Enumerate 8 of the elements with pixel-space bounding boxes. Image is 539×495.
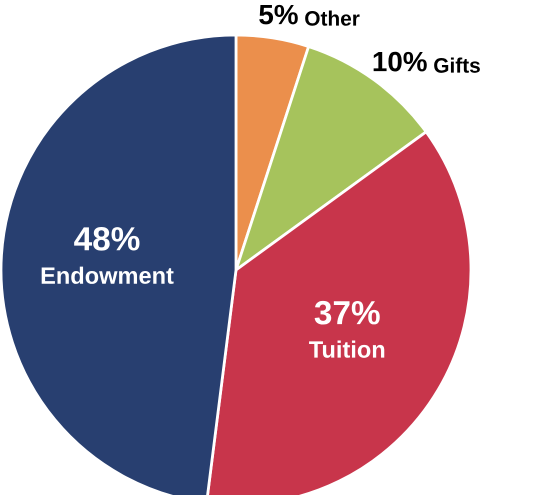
data-label: 10% xyxy=(374,52,427,72)
slice-label: Tuition xyxy=(309,340,384,358)
slice-label: Gifts xyxy=(434,58,480,73)
slice-label: Other xyxy=(305,10,360,26)
data-label: 5% xyxy=(259,4,298,24)
data-label: 48% xyxy=(74,226,140,251)
data-label: 37% xyxy=(314,300,380,325)
slice-label: Endowment xyxy=(42,266,174,284)
